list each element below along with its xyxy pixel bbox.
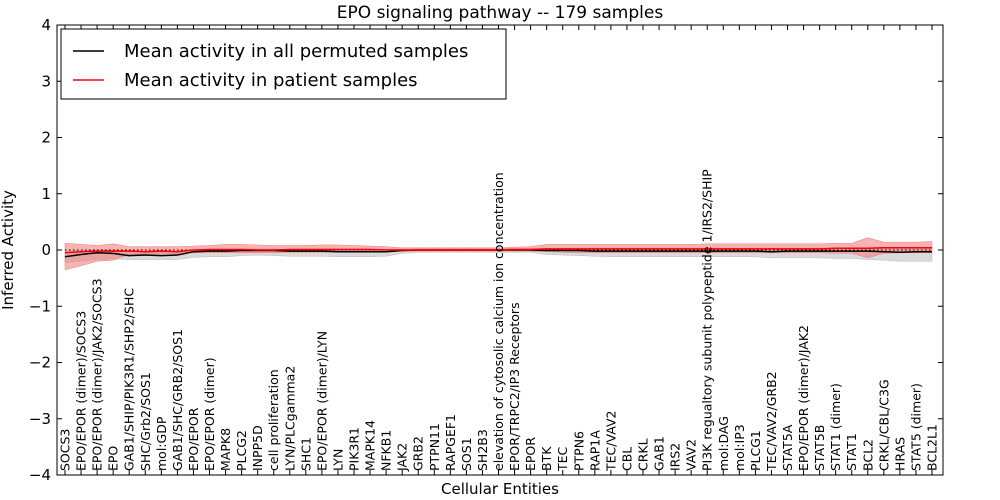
x-tick-label: cell proliferation xyxy=(266,369,281,471)
x-tick-label: HRAS xyxy=(892,437,907,471)
x-tick-label: STAT1 (dimer) xyxy=(828,383,843,471)
x-tick-label: STAT5B xyxy=(812,425,827,471)
x-tick-label: NFKB1 xyxy=(379,430,394,471)
x-tick-label: BTK xyxy=(539,446,554,471)
x-axis: SOCS3 EPO/EPOR (dimer)/SOCS3 EPO/EPOR (dim… xyxy=(58,25,940,475)
x-tick-label: elevation of cytosolic calcium ion conce… xyxy=(491,172,506,471)
chart-title: EPO signaling pathway -- 179 samples xyxy=(337,3,664,23)
y-tick-label: −4 xyxy=(29,466,51,484)
x-tick-label: TEC xyxy=(555,446,570,472)
x-tick-label: MAPK8 xyxy=(218,428,233,471)
x-tick-label: RAPGEF1 xyxy=(443,414,458,471)
x-tick-label: BCL2 xyxy=(860,439,875,471)
x-tick-label: JAK2 xyxy=(395,443,410,472)
x-tick-label: STAT5 (dimer) xyxy=(908,383,923,471)
x-tick-label: PTPN11 xyxy=(427,423,442,471)
y-tick-label: −2 xyxy=(29,354,51,372)
x-tick-label: VAV2 xyxy=(684,439,699,471)
x-tick-label: mol:IP3 xyxy=(732,424,747,471)
legend-entry-1: Mean activity in all permuted samples xyxy=(124,41,468,62)
series-lines xyxy=(64,247,932,258)
x-tick-label: EPO/EPOR xyxy=(186,407,201,471)
x-tick-label: TEC/VAV2 xyxy=(603,411,618,472)
x-tick-label: LYN/PLCgamma2 xyxy=(282,366,297,471)
legend-box xyxy=(60,28,507,100)
x-tick-label: GRB2 xyxy=(411,436,426,471)
legend: Mean activity in all permuted samples Mea… xyxy=(60,28,507,100)
x-tick-label: EPOR xyxy=(523,437,538,471)
x-tick-label: EPO xyxy=(106,446,121,471)
plot-area xyxy=(56,24,944,476)
x-tick-label: BCL2L1 xyxy=(925,424,940,471)
x-tick-label: CBL xyxy=(619,447,634,471)
x-tick-label: INPP5D xyxy=(250,425,265,471)
y-tick-label: −1 xyxy=(29,297,51,315)
x-tick-label: PLCG2 xyxy=(234,430,249,471)
x-tick-label: PLCG1 xyxy=(748,430,763,471)
y-axis: 4 3 2 1 0 −1 −2 −3 −4 xyxy=(29,16,943,484)
x-tick-label: SOCS3 xyxy=(58,429,73,471)
x-tick-label: SHC1 xyxy=(298,437,313,471)
x-tick-label: IRS2 xyxy=(668,443,683,471)
x-tick-label: PTPN6 xyxy=(571,431,586,471)
x-axis-label: Cellular Entities xyxy=(441,480,559,498)
x-tick-label: PIK3R1 xyxy=(347,427,362,471)
x-tick-label: CRKL xyxy=(636,438,651,471)
x-tick-label: EPOR/TRPC2/IP3 Receptors xyxy=(507,302,522,471)
x-tick-label: SHC/Grb2/SOS1 xyxy=(138,372,153,471)
y-tick-label: 1 xyxy=(41,185,51,203)
x-tick-label: MAPK14 xyxy=(363,420,378,471)
x-tick-label: mol:DAG xyxy=(716,416,731,471)
x-tick-label: PI3K regualtory subunit polypeptide 1/IR… xyxy=(700,169,715,471)
series-line-2 xyxy=(64,247,932,254)
x-tick-label: EPO/EPOR (dimer)/JAK2/SOCS3 xyxy=(90,278,105,471)
legend-entry-2: Mean activity in patient samples xyxy=(124,70,418,91)
x-tick-label: LYN xyxy=(330,449,345,471)
y-axis-label: Inferred Activity xyxy=(0,190,17,310)
x-tick-label: STAT5A xyxy=(780,424,795,471)
x-tick-label: GAB1/SHIP/PIK3R1/SHP2/SHC xyxy=(122,288,137,471)
y-tick-label: 4 xyxy=(41,16,51,34)
x-tick-label: EPO/EPOR (dimer)/SOCS3 xyxy=(74,311,89,471)
x-tick-label: EPO/EPOR (dimer) xyxy=(202,357,217,471)
x-tick-label: TEC/VAV2/GRB2 xyxy=(764,371,779,472)
x-tick-label: mol:GDP xyxy=(154,416,169,471)
y-tick-label: −3 xyxy=(29,410,51,428)
x-tick-label: EPO/EPOR (dimer)/LYN xyxy=(314,331,329,471)
x-tick-label: STAT1 xyxy=(844,433,859,471)
x-tick-label: GAB1/SHC/GRB2/SOS1 xyxy=(170,329,185,471)
x-tick-label: SH2B3 xyxy=(475,429,490,471)
x-tick-label: EPO/EPOR (dimer)/JAK2 xyxy=(796,325,811,471)
y-tick-label: 3 xyxy=(41,72,51,90)
y-tick-label: 2 xyxy=(41,129,51,147)
x-tick-label: CRKL/CBL/C3G xyxy=(876,379,891,471)
x-tick-label: GAB1 xyxy=(652,436,667,471)
x-tick-label: SOS1 xyxy=(459,437,474,471)
x-tick-label: RAP1A xyxy=(587,430,602,471)
y-tick-label: 0 xyxy=(41,241,51,259)
